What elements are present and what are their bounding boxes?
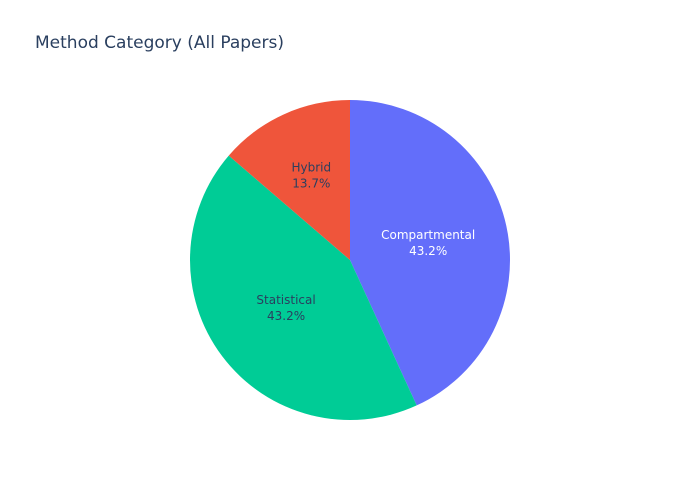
pie-slices <box>189 100 511 421</box>
slice-label-name-compartmental: Compartmental <box>381 228 475 242</box>
slice-label-compartmental: Compartmental 43.2% <box>381 228 475 258</box>
slice-label-percent-statistical: 43.2% <box>267 309 305 323</box>
slice-label-percent-hybrid: 13.7% <box>292 177 330 191</box>
pie-slice-compartmental[interactable] <box>350 100 511 406</box>
slice-label-name-hybrid: Hybrid <box>291 161 331 175</box>
slice-label-hybrid: Hybrid 13.7% <box>291 161 331 191</box>
pie-slice-hybrid[interactable] <box>228 100 350 260</box>
pie-slice-statistical[interactable] <box>189 155 417 421</box>
slice-label-statistical: Statistical 43.2% <box>256 293 315 323</box>
chart-title: Method Category (All Papers) <box>35 33 284 53</box>
slice-label-name-statistical: Statistical <box>256 293 315 307</box>
slice-label-percent-compartmental: 43.2% <box>409 244 447 258</box>
pie-labels: Compartmental 43.2% Statistical 43.2% Hybrid… <box>256 161 475 323</box>
